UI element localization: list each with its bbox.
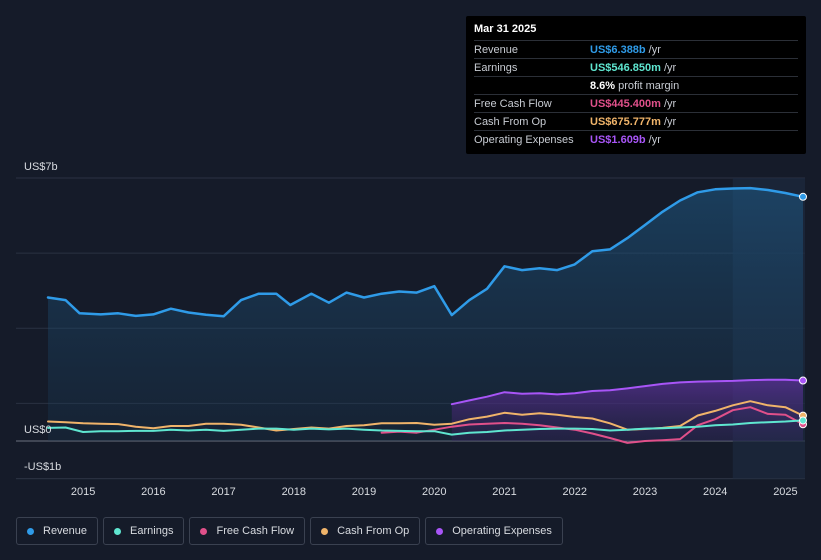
tooltip-row: Earnings US$546.850m/yr (474, 59, 798, 77)
tooltip-row-value: 8.6% (590, 79, 616, 92)
earnings-endpoint (799, 416, 807, 425)
tooltip-row-unit: /yr (663, 61, 677, 74)
tooltip-row: Cash From Op US$675.777m/yr (474, 113, 798, 131)
legend-dot-icon (200, 527, 208, 535)
tooltip-row-label: Operating Expenses (474, 133, 574, 146)
tooltip-row-label: Revenue (474, 43, 519, 56)
series-endpoints (799, 192, 807, 429)
revenue-endpoint (799, 192, 807, 201)
x-tick-label: 2023 (633, 486, 657, 498)
tooltip-row: Operating Expenses US$1.609b/yr (474, 131, 798, 148)
x-tick-label: 2025 (773, 486, 797, 498)
legend-label: Revenue (43, 525, 88, 537)
tooltip-row: Revenue US$6.388b/yr (474, 41, 798, 59)
revenue-area (48, 188, 803, 441)
x-tick-label: 2024 (703, 486, 727, 498)
tooltip-row: Free Cash Flow US$445.400m/yr (474, 95, 798, 113)
operating-expenses-endpoint (799, 376, 807, 385)
tooltip-rows: Revenue US$6.388b/yr Earnings US$546.850m/y… (474, 41, 798, 148)
legend-dot-icon (27, 527, 34, 535)
tooltip-row-value: US$6.388b (590, 43, 646, 56)
y-label-top: US$7b (24, 161, 58, 173)
tooltip-date: Mar 31 2025 (474, 23, 798, 41)
legend-dot-icon (114, 527, 122, 535)
legend-dot-icon (321, 527, 329, 535)
axis-layer: US$7b US$0 -US$1b (24, 161, 61, 473)
tooltip-row-label: Cash From Op (474, 115, 547, 128)
tooltip-row-unit: /yr (648, 133, 661, 146)
x-tick-label: 2018 (282, 486, 306, 498)
legend-item-earnings[interactable]: Earnings (103, 517, 185, 545)
tooltip-row-value: US$445.400m (590, 97, 661, 110)
x-tick-label: 2022 (563, 486, 587, 498)
legend-label: Cash From Op (337, 525, 410, 537)
legend-item-free-cash-flow[interactable]: Free Cash Flow (189, 517, 306, 545)
legend-label: Earnings (130, 525, 174, 537)
tooltip-row-unit: /yr (648, 43, 661, 56)
x-tick-label: 2016 (141, 486, 165, 498)
tooltip-row-value: US$546.850m (590, 61, 661, 74)
tooltip-row-value: US$1.609b (590, 133, 646, 146)
tooltip-row-unit: /yr (663, 115, 677, 128)
tooltip-row-label: Earnings (474, 61, 518, 74)
tooltip-row-label: Free Cash Flow (474, 97, 552, 110)
legend-dot-icon (436, 527, 444, 535)
x-tick-label: 2015 (71, 486, 95, 498)
tooltip-row-value: US$675.777m (590, 115, 661, 128)
legend-item-operating-expenses[interactable]: Operating Expenses (425, 517, 563, 545)
x-tick-label: 2019 (352, 486, 376, 498)
tooltip-row-unit: /yr (663, 97, 677, 110)
x-tick-label: 2021 (492, 486, 516, 498)
tooltip-row: 8.6% profit margin (474, 77, 798, 95)
tooltip-panel: Mar 31 2025 Revenue US$6.388b/yr Earnings U… (466, 16, 806, 154)
legend-item-cash-from-op[interactable]: Cash From Op (310, 517, 421, 545)
y-label-zero: US$0 (24, 424, 52, 436)
legend-label: Free Cash Flow (216, 525, 295, 537)
tooltip-row-unit: profit margin (618, 79, 680, 92)
x-tick-label: 2017 (211, 486, 235, 498)
free-cash-flow-line (380, 406, 804, 444)
legend-item-revenue[interactable]: Revenue (16, 517, 99, 545)
earnings-line (47, 419, 804, 436)
series-layer (46, 186, 805, 444)
x-tick-label: 2020 (422, 486, 446, 498)
cash-from-op-line (47, 400, 804, 432)
legend: Revenue Earnings Free Cash Flow Cash From O… (16, 517, 563, 545)
x-axis-ticks: 2015 2016 2017 2018 2019 2020 2021 2022 2023 2024… (71, 486, 798, 498)
y-label-bottom: -US$1b (24, 461, 61, 473)
legend-label: Operating Expenses (452, 525, 552, 537)
revenue-line (46, 186, 805, 318)
operating-expenses-line (450, 378, 804, 406)
